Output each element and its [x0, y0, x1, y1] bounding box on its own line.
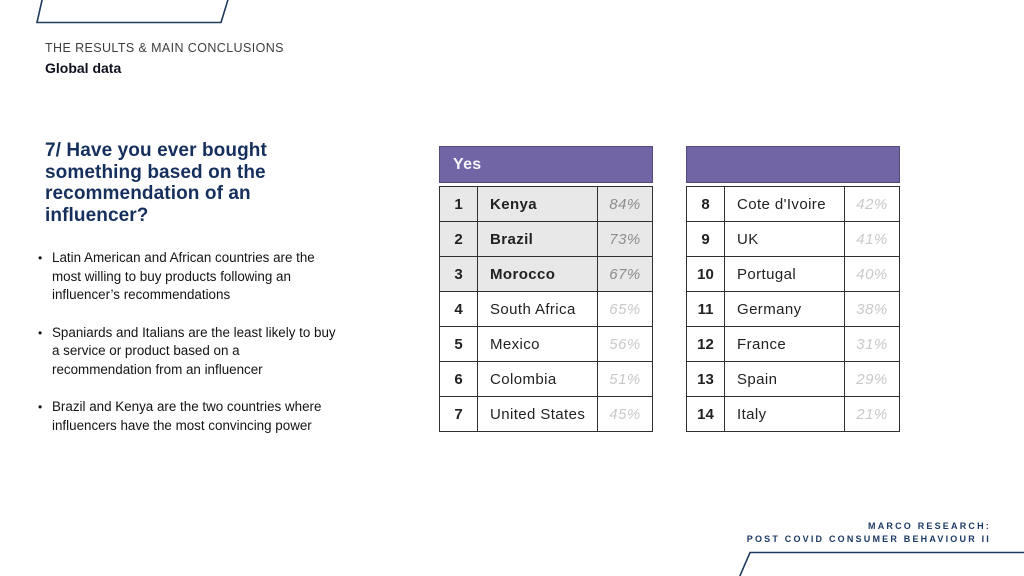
country-cell: Morocco [477, 256, 598, 292]
rank-cell: 12 [686, 326, 725, 362]
country-cell: France [724, 326, 845, 362]
table-row: 9 UK 41% [686, 221, 900, 257]
pct-cell: 65% [597, 291, 653, 327]
question-title: 7/ Have you ever bought something based … [45, 140, 267, 226]
table-header [686, 146, 900, 183]
rank-cell: 13 [686, 361, 725, 397]
rank-cell: 7 [439, 396, 478, 432]
country-cell: UK [724, 221, 845, 257]
table-body: 8 Cote d'Ivoire 42% 9 UK 41% 10 Portugal 40% 11 Ge… [686, 186, 900, 432]
country-cell: Spain [724, 361, 845, 397]
country-cell: Brazil [477, 221, 598, 257]
pct-cell: 41% [844, 221, 900, 257]
section-subtitle: Global data [45, 60, 122, 76]
table-row: 12 France 31% [686, 326, 900, 362]
rank-cell: 1 [439, 186, 478, 222]
rank-cell: 10 [686, 256, 725, 292]
country-cell: United States [477, 396, 598, 432]
country-cell: Italy [724, 396, 845, 432]
rank-cell: 11 [686, 291, 725, 327]
country-cell: Cote d'Ivoire [724, 186, 845, 222]
country-cell: Kenya [477, 186, 598, 222]
rank-cell: 8 [686, 186, 725, 222]
rank-cell: 4 [439, 291, 478, 327]
table-row: 11 Germany 38% [686, 291, 900, 327]
rank-cell: 9 [686, 221, 725, 257]
table-row: 5 Mexico 56% [439, 326, 653, 362]
table-row: 2 Brazil 73% [439, 221, 653, 257]
table-row: 1 Kenya 84% [439, 186, 653, 222]
rank-cell: 2 [439, 221, 478, 257]
pct-cell: 21% [844, 396, 900, 432]
ranking-table-yes-1: Yes 1 Kenya 84% 2 Brazil 73% 3 Morocco 67% 4 South… [439, 146, 653, 432]
rank-cell: 5 [439, 326, 478, 362]
conclusion-item: Spaniards and Italians are the least lik… [37, 324, 339, 380]
country-cell: South Africa [477, 291, 598, 327]
country-cell: Portugal [724, 256, 845, 292]
country-cell: Mexico [477, 326, 598, 362]
decorative-parallelogram-top-left [36, 0, 229, 24]
pct-cell: 40% [844, 256, 900, 292]
pct-cell: 73% [597, 221, 653, 257]
pct-cell: 67% [597, 256, 653, 292]
rank-cell: 14 [686, 396, 725, 432]
pct-cell: 56% [597, 326, 653, 362]
table-row: 14 Italy 21% [686, 396, 900, 432]
pct-cell: 51% [597, 361, 653, 397]
table-header: Yes [439, 146, 653, 183]
footer-line2: POST COVID CONSUMER BEHAVIOUR II [746, 534, 991, 544]
conclusion-item: Latin American and African countries are… [37, 249, 339, 305]
pct-cell: 31% [844, 326, 900, 362]
table-row: 13 Spain 29% [686, 361, 900, 397]
table-body: 1 Kenya 84% 2 Brazil 73% 3 Morocco 67% 4 South Afr… [439, 186, 653, 432]
table-row: 6 Colombia 51% [439, 361, 653, 397]
footer-line1: MARCO RESEARCH: [868, 521, 991, 531]
country-cell: Colombia [477, 361, 598, 397]
rank-cell: 3 [439, 256, 478, 292]
conclusion-item: Brazil and Kenya are the two countries w… [37, 398, 339, 435]
section-kicker: THE RESULTS & MAIN CONCLUSIONS [45, 41, 284, 55]
rank-cell: 6 [439, 361, 478, 397]
ranking-table-yes-2: 8 Cote d'Ivoire 42% 9 UK 41% 10 Portugal 40% 11 Ge… [686, 146, 900, 432]
pct-cell: 84% [597, 186, 653, 222]
pct-cell: 29% [844, 361, 900, 397]
conclusions-list: Latin American and African countries are… [37, 249, 339, 454]
table-row: 7 United States 45% [439, 396, 653, 432]
table-row: 4 South Africa 65% [439, 291, 653, 327]
country-cell: Germany [724, 291, 845, 327]
table-row: 8 Cote d'Ivoire 42% [686, 186, 900, 222]
pct-cell: 45% [597, 396, 653, 432]
table-row: 10 Portugal 40% [686, 256, 900, 292]
footer-branding: MARCO RESEARCH: POST COVID CONSUMER BEHA… [747, 520, 991, 546]
pct-cell: 38% [844, 291, 900, 327]
pct-cell: 42% [844, 186, 900, 222]
table-row: 3 Morocco 67% [439, 256, 653, 292]
